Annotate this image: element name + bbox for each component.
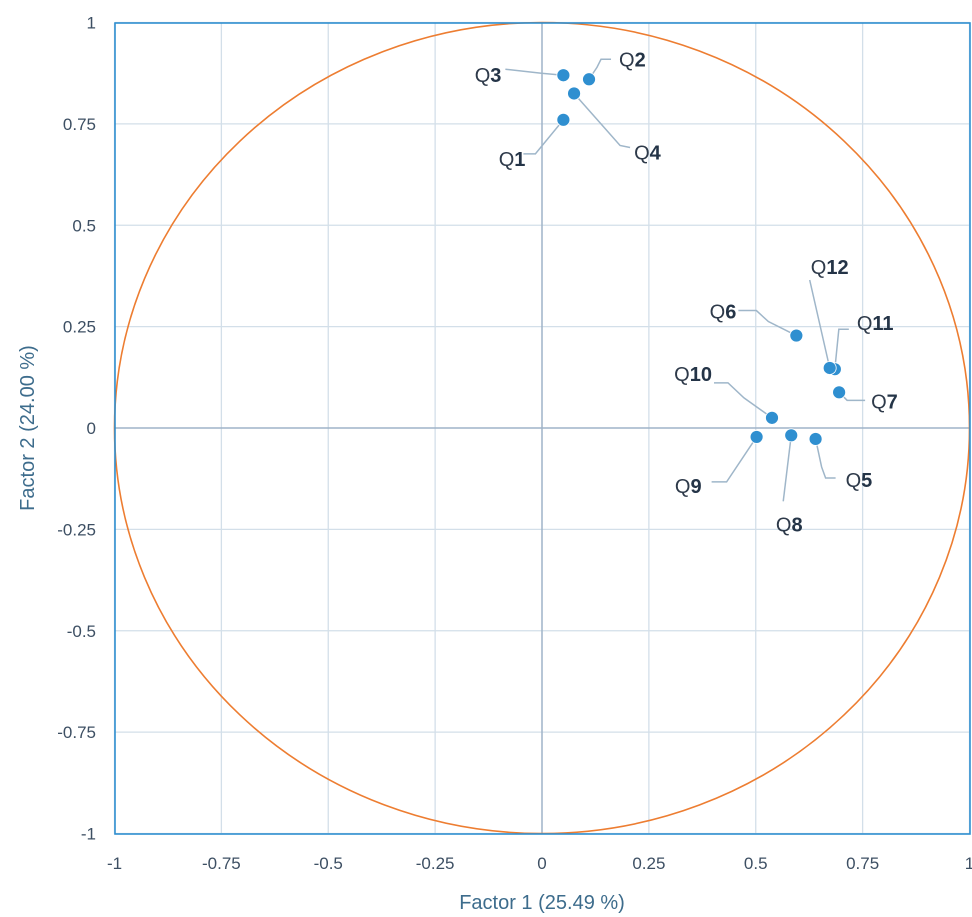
data-points: [556, 68, 847, 446]
x-tick-label: 0.75: [846, 854, 879, 873]
leader-line: [814, 438, 836, 479]
y-tick-label: -0.5: [67, 622, 96, 641]
y-tick-label: 0.5: [72, 216, 96, 235]
point-label-number: 2: [635, 49, 646, 71]
point-label-prefix: Q: [675, 476, 691, 498]
point-label-prefix: Q: [499, 149, 515, 171]
plot-border: [114, 22, 971, 835]
leader-line: [782, 435, 792, 502]
point-label: Q2: [619, 49, 646, 71]
data-point: [784, 428, 799, 443]
y-tick-label: 0: [87, 419, 96, 438]
point-label: Q8: [776, 514, 803, 536]
x-tick-label: 0.25: [632, 854, 665, 873]
point-label: Q1: [499, 149, 526, 171]
point-label: Q7: [871, 391, 898, 413]
point-label-prefix: Q: [710, 302, 726, 324]
x-tick-label: -0.25: [416, 854, 455, 873]
point-label: Q3: [475, 65, 502, 87]
x-axis-title: Factor 1 (25.49 %): [459, 892, 625, 914]
y-tick-label: -0.25: [57, 520, 96, 539]
leader-line: [738, 309, 797, 337]
point-label-number: 1: [514, 149, 525, 171]
y-tick-label: -1: [81, 825, 96, 844]
point-label: Q10: [674, 364, 712, 386]
data-point: [822, 361, 837, 375]
point-label-prefix: Q: [634, 142, 650, 164]
tick-labels: -1 -0.75 -0.5 -0.25 0 0.25 0.5 0.75 110.750.50.2…: [57, 14, 972, 874]
x-tick-label: -0.5: [314, 854, 343, 873]
point-label-prefix: Q: [846, 470, 862, 492]
point-label-prefix: Q: [811, 257, 827, 279]
point-label-prefix: Q: [619, 49, 635, 71]
plot-frame: [114, 22, 971, 835]
x-tick-label: 0: [537, 854, 546, 873]
data-point: [789, 328, 804, 343]
grid: [113, 21, 971, 835]
leader-line: [573, 92, 631, 149]
data-point: [556, 112, 571, 127]
leader-line: [711, 436, 758, 483]
point-label-number: 6: [725, 302, 736, 324]
point-label: Q11: [857, 313, 894, 335]
point-label-number: 10: [690, 364, 712, 386]
point-label-number: 12: [826, 257, 848, 279]
point-label-prefix: Q: [857, 313, 873, 335]
x-tick-label: 1: [965, 854, 972, 873]
y-tick-label: -0.75: [57, 723, 96, 742]
point-label-prefix: Q: [674, 364, 690, 386]
point-label-prefix: Q: [871, 391, 887, 413]
point-label-number: 5: [861, 470, 872, 492]
data-point: [556, 68, 571, 83]
point-label-number: 11: [872, 313, 893, 335]
data-point: [582, 72, 596, 87]
x-tick-label: -0.75: [202, 854, 241, 873]
point-label: Q5: [846, 470, 873, 492]
x-tick-label: 0.5: [744, 854, 768, 873]
y-tick-label: 1: [87, 14, 96, 33]
point-label: Q12: [811, 257, 849, 279]
data-point: [832, 385, 847, 400]
leader-line: [588, 58, 612, 80]
point-label-number: 7: [887, 391, 898, 413]
leader-line: [523, 119, 564, 155]
point-label-prefix: Q: [776, 514, 792, 536]
data-point: [749, 430, 764, 444]
x-tick-label: -1: [107, 854, 122, 873]
leader-line: [834, 328, 849, 370]
leader-line: [808, 279, 831, 369]
point-label-number: 4: [650, 142, 662, 164]
data-point: [765, 410, 779, 425]
point-label: Q9: [675, 476, 702, 498]
point-label-number: 8: [791, 514, 802, 536]
data-point: [567, 86, 581, 101]
leader-line: [713, 382, 773, 419]
y-axis-title: Factor 2 (24.00 %): [17, 345, 39, 511]
point-label-number: 3: [490, 65, 501, 87]
y-tick-label: 0.75: [63, 115, 96, 134]
point-label-number: 9: [690, 476, 701, 498]
data-point: [808, 432, 823, 446]
point-label-prefix: Q: [475, 65, 491, 87]
point-label: Q4: [634, 142, 662, 164]
leader-lines: [505, 58, 866, 502]
y-tick-label: 0.25: [63, 318, 96, 337]
leader-line: [505, 68, 564, 76]
point-label: Q6: [710, 302, 737, 324]
